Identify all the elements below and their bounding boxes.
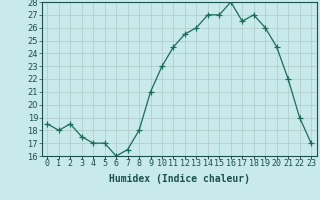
X-axis label: Humidex (Indice chaleur): Humidex (Indice chaleur) xyxy=(109,174,250,184)
